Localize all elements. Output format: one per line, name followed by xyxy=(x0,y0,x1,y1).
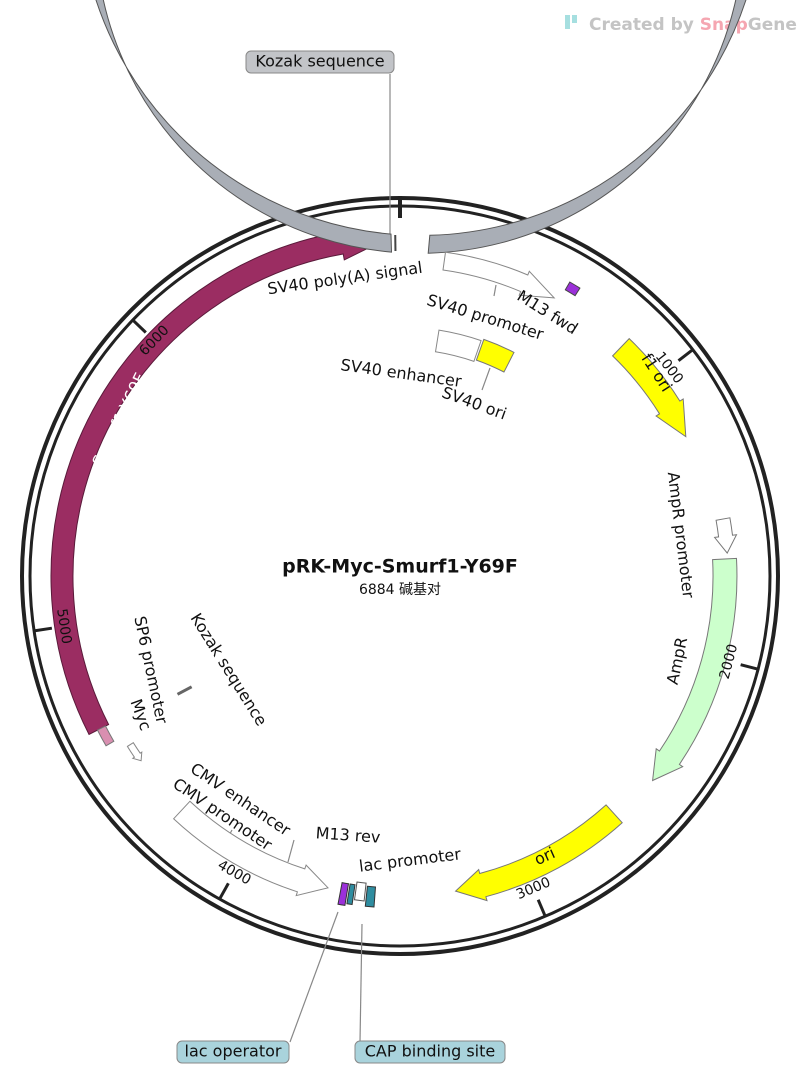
feature-sp6 xyxy=(126,742,143,762)
watermark-text: Created by SnapGene xyxy=(589,15,797,35)
feature-cmv xyxy=(172,800,329,897)
tick-mark xyxy=(677,348,694,362)
feature-kozak-inner xyxy=(176,685,193,696)
logo xyxy=(572,15,577,23)
callout-label: lac operator xyxy=(185,1042,282,1061)
callout-box xyxy=(245,50,395,74)
plasmid-name: pRK-Myc-Smurf1-Y69F xyxy=(282,556,518,578)
callout-box xyxy=(354,1040,506,1064)
feature-sv40-ori xyxy=(475,338,515,373)
size-unit: 碱基对 xyxy=(399,581,441,598)
feature-sv40-polya xyxy=(95,0,747,254)
label-line xyxy=(493,284,497,297)
feature-label: SV40 ori xyxy=(439,383,509,424)
callout-label: CAP binding site xyxy=(365,1042,495,1061)
feature-lac-promoter xyxy=(353,881,367,902)
tick-mark xyxy=(536,899,547,917)
feature-sv40-promoter xyxy=(442,251,556,299)
feature-myc xyxy=(96,725,115,747)
logo xyxy=(565,15,570,29)
callout-line xyxy=(289,911,339,1043)
label-line xyxy=(481,367,491,391)
feature-ampr xyxy=(652,557,738,782)
feature-f1-ori xyxy=(611,337,687,438)
tick-label: 5000 xyxy=(53,608,74,646)
tick-mark xyxy=(218,882,230,900)
callout-label: Kozak sequence xyxy=(255,52,384,71)
feature-m13-rev xyxy=(337,882,350,906)
watermark-prefix: Created by xyxy=(589,15,694,35)
feature-m13-fwd xyxy=(564,281,581,297)
plasmid-size: 6884 碱基对 xyxy=(359,581,441,598)
feature-sv40-enhancer xyxy=(434,329,482,363)
feature-label: Kozak sequence xyxy=(187,610,272,730)
watermark-gene: Gene xyxy=(748,15,797,35)
tick-mark xyxy=(131,318,147,334)
tick-mark xyxy=(33,626,53,633)
watermark-snap: Snap xyxy=(700,15,748,35)
label-line xyxy=(287,839,295,863)
feature-label: AmpR promoter xyxy=(664,471,698,600)
size-value: 6884 xyxy=(359,582,395,598)
feature-cap xyxy=(364,885,377,908)
watermark: Created by SnapGene xyxy=(565,15,797,35)
feature-ori xyxy=(454,804,623,902)
feature-label: lac promoter xyxy=(358,844,462,875)
feature-ampr-promoter xyxy=(713,517,738,555)
feature-lac-operator xyxy=(346,883,356,906)
callout-box xyxy=(176,1040,290,1064)
tick-mark xyxy=(740,663,759,671)
callout-line xyxy=(359,923,363,1043)
feature-label: AmpR xyxy=(663,635,692,686)
feature-label: M13 rev xyxy=(315,823,381,846)
